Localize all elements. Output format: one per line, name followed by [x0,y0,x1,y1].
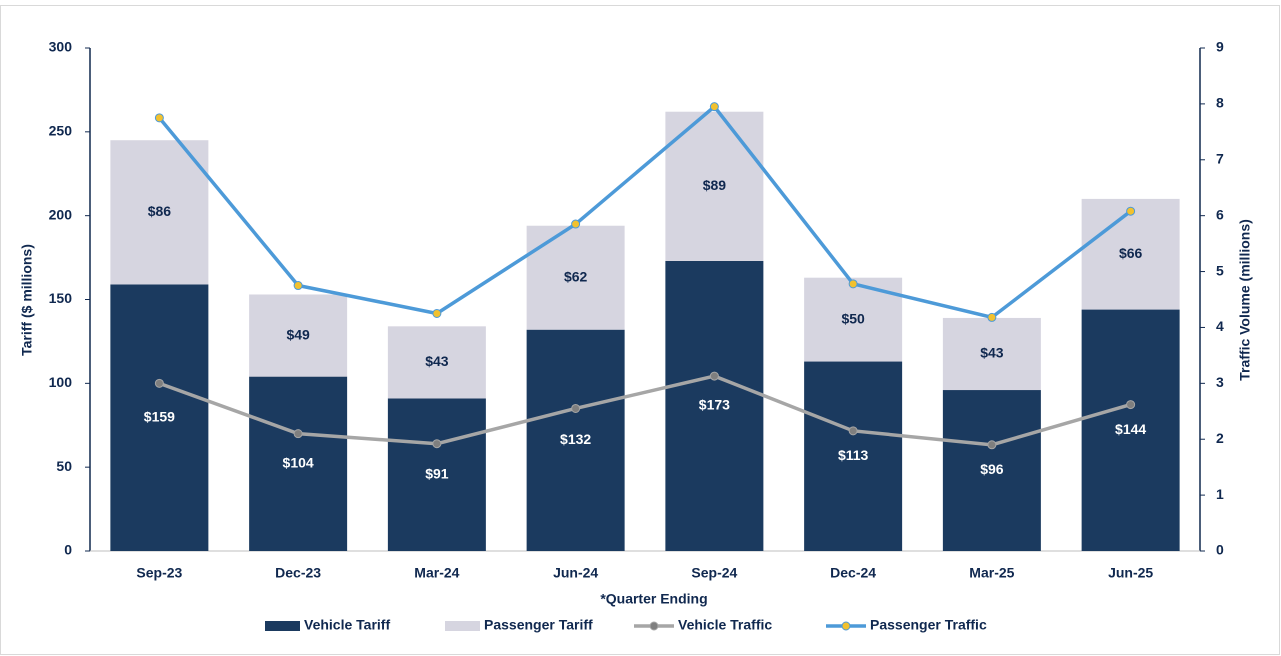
y2-tick-label: 7 [1216,150,1224,166]
marker [293,429,303,439]
legend-label: Passenger Tariff [484,617,593,633]
y2-tick-label: 9 [1216,39,1224,55]
bar [249,376,348,551]
legend-marker [841,621,851,631]
y-tick-label: 50 [56,458,72,474]
data-label: $49 [286,326,310,342]
data-label: $91 [425,465,449,481]
data-label: $89 [703,177,727,193]
bar [526,329,625,551]
data-label: $132 [560,431,591,447]
y-axis-title: Tariff ($ millions) [19,244,35,356]
data-label: $86 [148,203,172,219]
y-tick-label: 100 [49,374,73,390]
y2-tick-label: 6 [1216,206,1224,222]
data-label: $43 [980,345,1004,361]
data-label: $43 [425,353,449,369]
marker [571,403,581,413]
y-tick-label: 200 [49,206,73,222]
data-label: $50 [841,310,865,326]
bar [249,294,348,377]
data-label: $173 [699,397,730,413]
frame [0,5,1280,655]
marker [571,219,581,229]
legend-swatch [265,621,300,631]
bar [665,260,764,551]
marker [432,308,442,318]
y2-tick-label: 8 [1216,95,1224,111]
y-tick-label: 150 [49,290,73,306]
legend-label: Passenger Traffic [870,617,987,633]
x-tick-label: Mar-24 [414,565,459,581]
data-label: $113 [838,447,869,463]
bar [804,361,903,551]
y2-tick-label: 3 [1216,374,1224,390]
x-tick-label: Dec-24 [830,565,876,581]
data-label: $96 [980,461,1004,477]
x-tick-label: Jun-24 [553,565,598,581]
y2-tick-label: 5 [1216,262,1224,278]
y-tick-label: 0 [64,542,72,558]
legend-label: Vehicle Tariff [304,617,390,633]
marker [848,426,858,436]
y2-axis-title: Traffic Volume (millions) [1237,219,1253,381]
y2-tick-label: 1 [1216,486,1224,502]
marker [154,113,164,123]
x-tick-label: Mar-25 [969,565,1014,581]
marker [848,279,858,289]
legend-label: Vehicle Traffic [678,617,772,633]
line [158,104,1132,320]
bar [387,326,486,399]
marker [709,371,719,381]
bar [387,398,486,551]
marker [709,102,719,112]
data-label: $66 [1119,245,1143,261]
marker [293,281,303,291]
bar [1081,309,1180,551]
legend-swatch [445,621,480,631]
x-tick-label: Jun-25 [1108,565,1153,581]
x-axis-title: *Quarter Ending [600,591,707,607]
y-tick-label: 300 [49,39,73,55]
x-tick-label: Dec-23 [275,565,321,581]
marker [154,378,164,388]
data-label: $144 [1115,421,1146,437]
y2-tick-label: 2 [1216,430,1224,446]
marker [987,312,997,322]
marker [1126,206,1136,216]
x-tick-label: Sep-23 [136,565,182,581]
y-tick-label: 250 [49,123,73,139]
bar [942,317,1041,391]
data-label: $62 [564,268,588,284]
marker [987,440,997,450]
legend-marker [649,621,659,631]
marker [432,439,442,449]
y2-tick-label: 0 [1216,542,1224,558]
line [158,374,1132,447]
data-label: $159 [144,408,175,424]
x-tick-label: Sep-24 [691,565,737,581]
bar [110,140,209,285]
marker [1126,400,1136,410]
y2-tick-label: 4 [1216,318,1224,334]
bar [1081,198,1180,310]
bar [942,390,1041,551]
bar [110,284,209,551]
data-label: $104 [283,455,314,471]
